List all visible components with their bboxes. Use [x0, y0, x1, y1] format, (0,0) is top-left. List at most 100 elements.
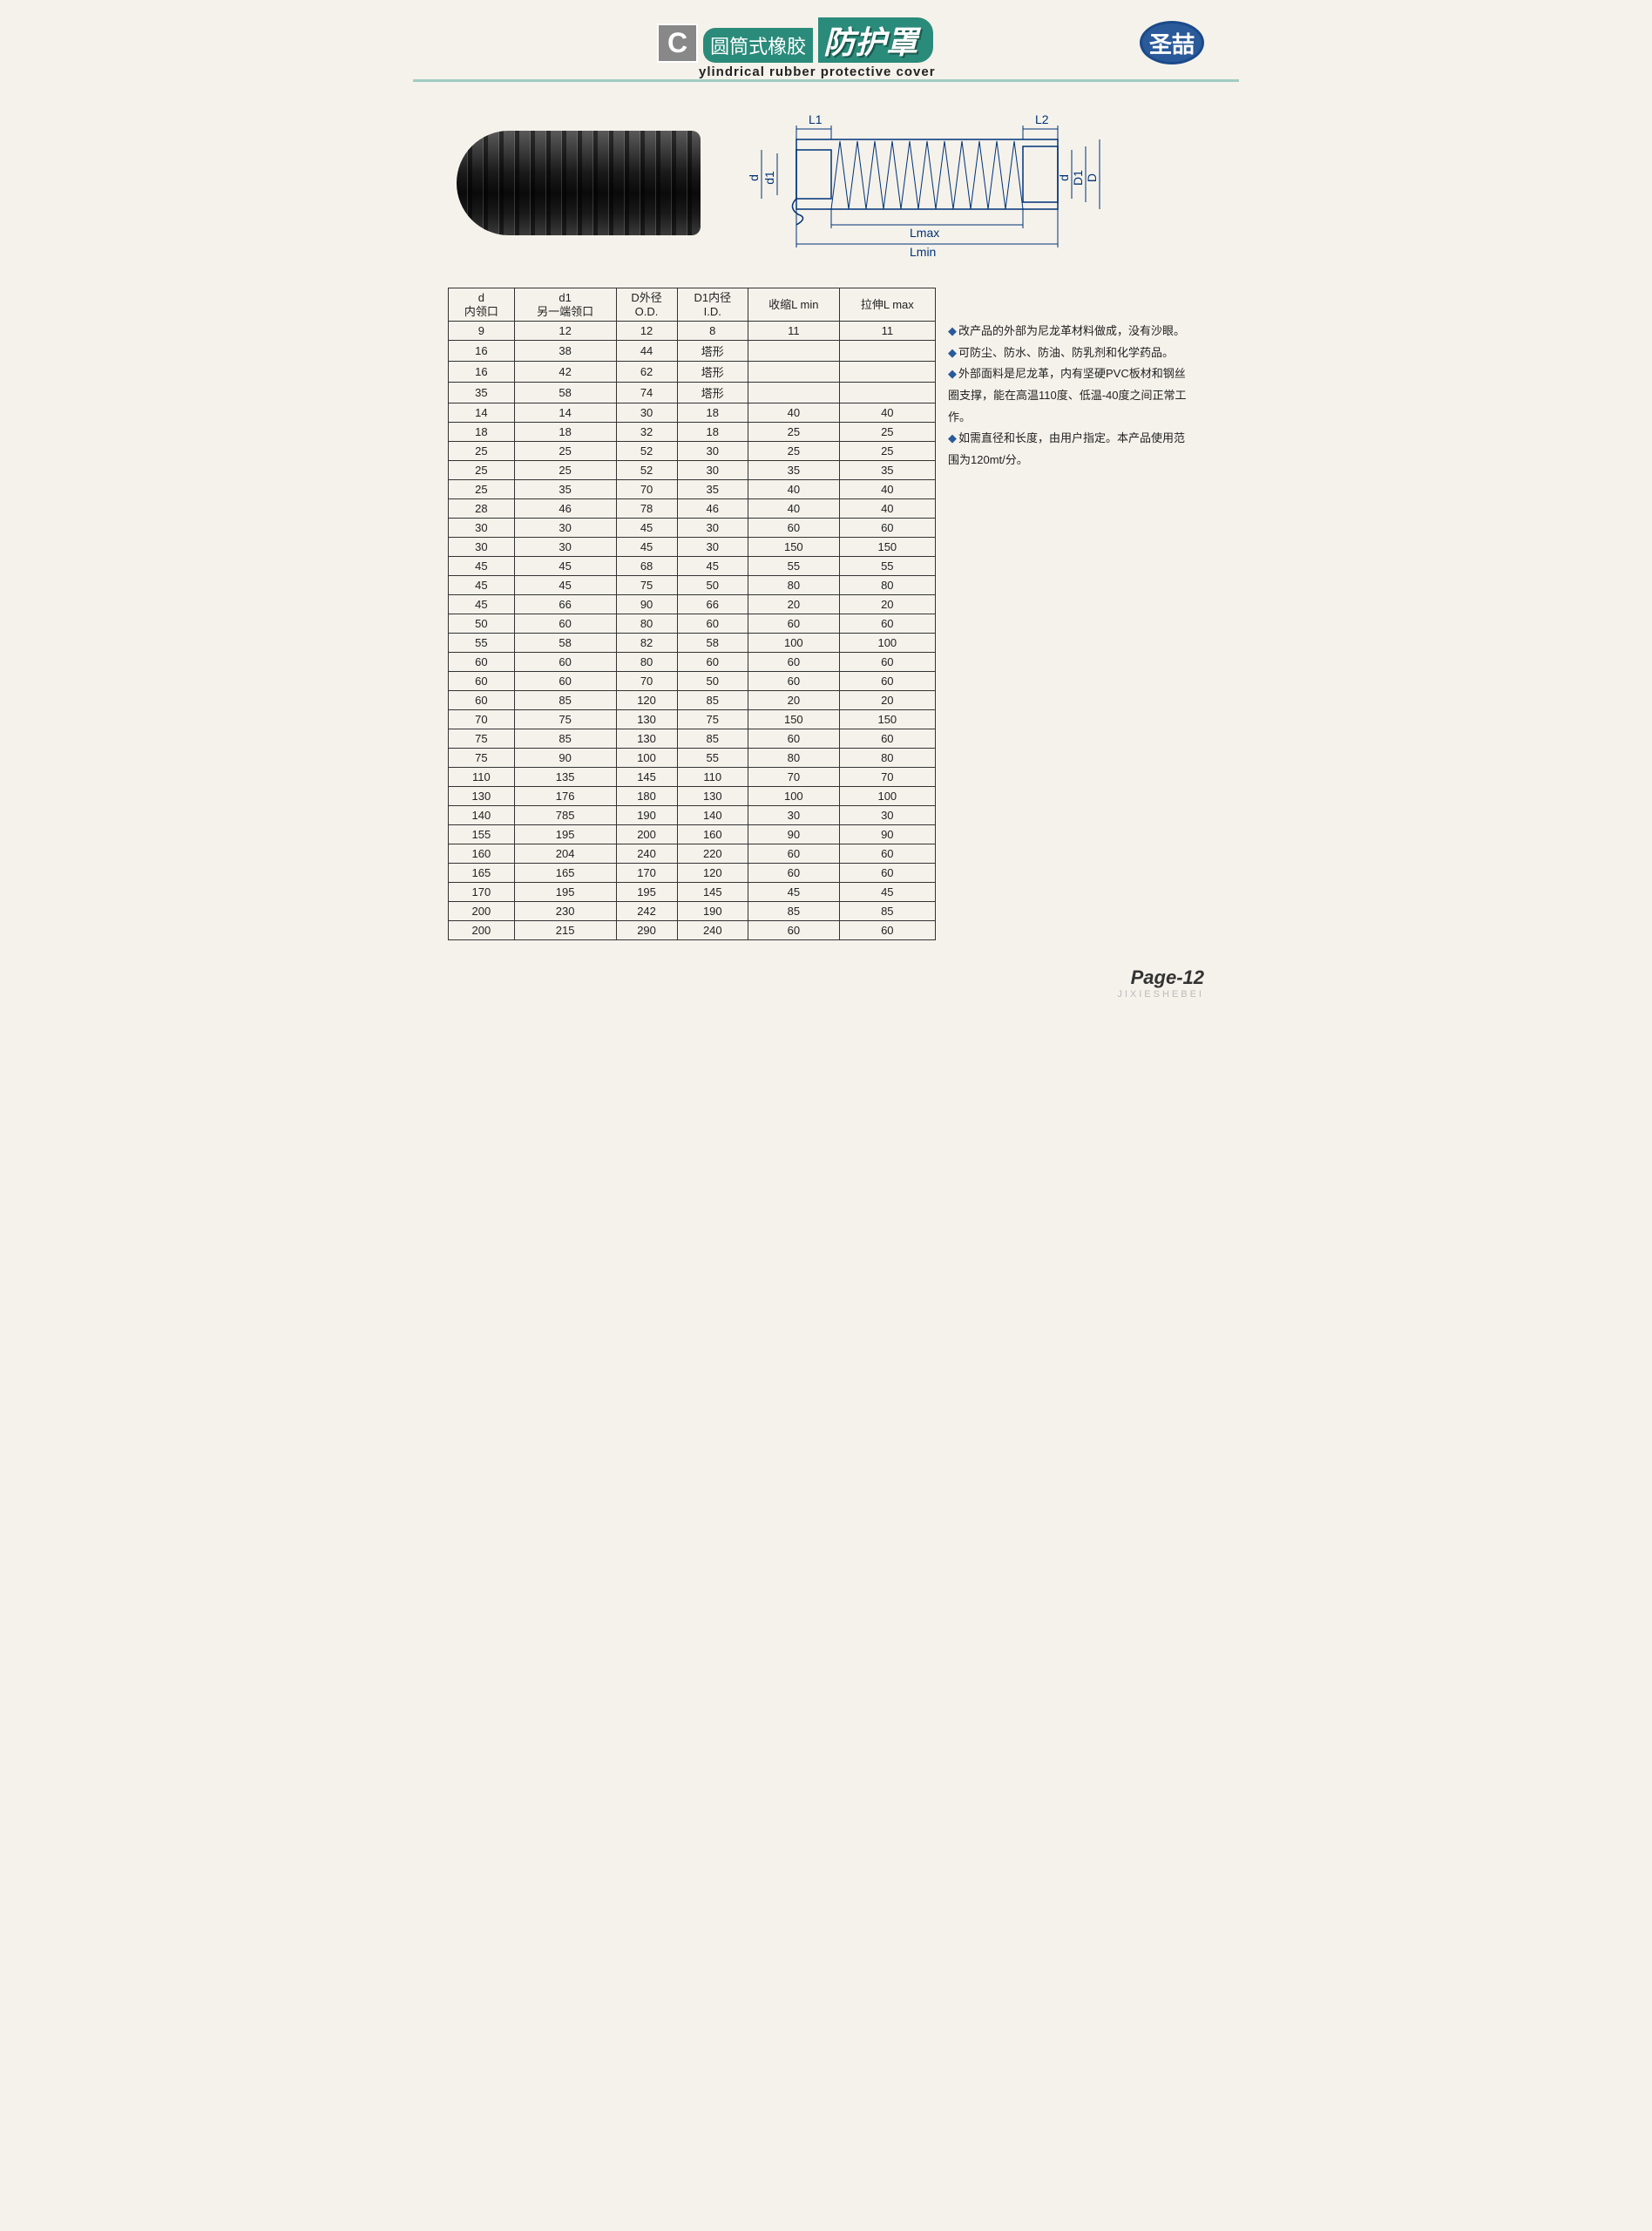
table-cell: [839, 341, 935, 362]
table-row: 1101351451107070: [449, 768, 936, 787]
table-cell: 35: [677, 480, 748, 499]
table-cell: 30: [514, 519, 616, 538]
category-badge: C: [657, 24, 698, 63]
table-cell: 12: [616, 322, 677, 341]
table-cell: 60: [839, 519, 935, 538]
svg-text:D1: D1: [1071, 170, 1085, 186]
table-cell: 60: [839, 921, 935, 940]
table-cell: 100: [748, 634, 840, 653]
table-cell: 170: [616, 864, 677, 883]
table-row: 163844塔形: [449, 341, 936, 362]
title-block: C 圆筒式橡胶 防护罩 ylindrical rubber protective…: [657, 17, 936, 79]
table-cell: 290: [616, 921, 677, 940]
table-header-cell: D1内径I.D.: [677, 288, 748, 322]
table-cell: 20: [839, 595, 935, 614]
table-cell: 60: [677, 614, 748, 634]
table-cell: 150: [748, 710, 840, 729]
table-cell: 30: [449, 538, 515, 557]
table-cell: 46: [514, 499, 616, 519]
table-row: 9121281111: [449, 322, 936, 341]
table-cell: 16: [449, 341, 515, 362]
table-cell: 55: [748, 557, 840, 576]
table-cell: 塔形: [677, 362, 748, 383]
table-body: 9121281111163844塔形164262塔形355874塔形141430…: [449, 322, 936, 940]
table-cell: 30: [677, 538, 748, 557]
table-header-cell: d内领口: [449, 288, 515, 322]
table-cell: 30: [616, 403, 677, 423]
table-cell: 78: [616, 499, 677, 519]
table-cell: 80: [616, 614, 677, 634]
table-cell: 200: [449, 902, 515, 921]
table-cell: 80: [839, 576, 935, 595]
table-cell: 85: [677, 691, 748, 710]
table-cell: 74: [616, 383, 677, 403]
table-cell: 60: [677, 653, 748, 672]
table-row: 181832182525: [449, 423, 936, 442]
table-cell: 25: [449, 480, 515, 499]
table-cell: 70: [449, 710, 515, 729]
table-cell: 68: [616, 557, 677, 576]
table-cell: 80: [616, 653, 677, 672]
svg-text:L2: L2: [1035, 112, 1049, 126]
table-cell: 60: [748, 729, 840, 749]
table-cell: 145: [616, 768, 677, 787]
note-item: 改产品的外部为尼龙革材料做成，没有沙眼。: [948, 321, 1192, 342]
table-cell: 160: [449, 844, 515, 864]
table-cell: 220: [677, 844, 748, 864]
table-cell: 60: [748, 672, 840, 691]
table-cell: 150: [839, 538, 935, 557]
table-row: 164262塔形: [449, 362, 936, 383]
table-cell: 30: [748, 806, 840, 825]
table-cell: 75: [677, 710, 748, 729]
table-cell: 120: [677, 864, 748, 883]
table-cell: 110: [449, 768, 515, 787]
table-cell: 215: [514, 921, 616, 940]
table-cell: 200: [616, 825, 677, 844]
header: C 圆筒式橡胶 防护罩 ylindrical rubber protective…: [448, 17, 1204, 87]
table-cell: 25: [839, 423, 935, 442]
table-row: 606070506060: [449, 672, 936, 691]
table-cell: 785: [514, 806, 616, 825]
table-row: 141430184040: [449, 403, 936, 423]
table-cell: 195: [616, 883, 677, 902]
table-cell: 58: [677, 634, 748, 653]
table-header-cell: 收缩L min: [748, 288, 840, 322]
table-cell: 18: [449, 423, 515, 442]
svg-text:d: d: [747, 174, 761, 181]
footer: Page-12 JIXIESHEBEI: [448, 966, 1204, 1000]
table-header-row: d内领口d1另一端领口D外径O.D.D1内径I.D.收缩L min拉伸L max: [449, 288, 936, 322]
table-cell: 130: [616, 710, 677, 729]
table-cell: 50: [677, 672, 748, 691]
table-cell: 60: [748, 614, 840, 634]
table-cell: 70: [839, 768, 935, 787]
table-cell: 190: [616, 806, 677, 825]
table-cell: 25: [839, 442, 935, 461]
table-cell: 45: [616, 519, 677, 538]
table-cell: 30: [677, 461, 748, 480]
table-cell: 40: [839, 499, 935, 519]
table-cell: 170: [449, 883, 515, 902]
table-cell: 8: [677, 322, 748, 341]
table-cell: 18: [677, 403, 748, 423]
table-cell: 135: [514, 768, 616, 787]
table-cell: 130: [677, 787, 748, 806]
table-row: 456690662020: [449, 595, 936, 614]
table-cell: 155: [449, 825, 515, 844]
table-cell: 130: [449, 787, 515, 806]
table-header-cell: D外径O.D.: [616, 288, 677, 322]
table-row: 707513075150150: [449, 710, 936, 729]
title-cn-main: 防护罩: [818, 17, 933, 63]
table-cell: 90: [616, 595, 677, 614]
table-cell: 60: [839, 653, 935, 672]
table-cell: 45: [514, 576, 616, 595]
table-cell: 45: [839, 883, 935, 902]
table-cell: [748, 362, 840, 383]
table-header-cell: d1另一端领口: [514, 288, 616, 322]
table-cell: 160: [677, 825, 748, 844]
table-row: 284678464040: [449, 499, 936, 519]
spec-table: d内领口d1另一端领口D外径O.D.D1内径I.D.收缩L min拉伸L max…: [448, 288, 936, 940]
table-cell: 90: [748, 825, 840, 844]
table-cell: 28: [449, 499, 515, 519]
table-cell: 85: [839, 902, 935, 921]
table-cell: 40: [839, 403, 935, 423]
